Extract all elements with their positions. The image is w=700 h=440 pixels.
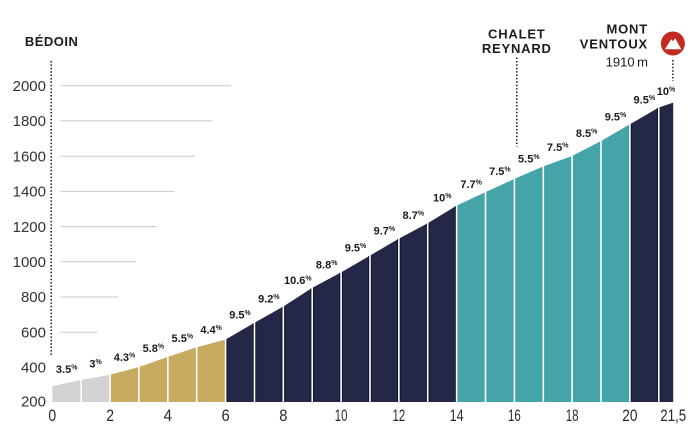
svg-text:1200: 1200 [13, 219, 46, 236]
svg-text:16: 16 [508, 406, 521, 425]
svg-text:21,5: 21,5 [660, 406, 686, 425]
svg-text:4: 4 [164, 406, 173, 425]
svg-text:8: 8 [279, 406, 287, 425]
svg-text:14: 14 [450, 406, 464, 425]
svg-text:10.6%: 10.6% [284, 275, 312, 287]
svg-text:200: 200 [21, 393, 46, 410]
svg-text:1800: 1800 [13, 113, 46, 130]
svg-text:800: 800 [21, 289, 46, 306]
svg-text:VENTOUX: VENTOUX [580, 36, 648, 51]
svg-text:1400: 1400 [13, 184, 46, 201]
svg-text:20: 20 [622, 406, 637, 425]
svg-text:600: 600 [21, 325, 46, 342]
svg-text:1000: 1000 [13, 254, 46, 271]
svg-text:0: 0 [48, 406, 56, 425]
svg-text:400: 400 [21, 360, 46, 377]
svg-text:BÉDOIN: BÉDOIN [25, 34, 79, 49]
svg-text:2000: 2000 [13, 78, 46, 95]
svg-text:REYNARD: REYNARD [482, 41, 552, 56]
svg-text:1600: 1600 [13, 148, 46, 165]
svg-text:12: 12 [393, 406, 406, 425]
svg-text:1910 m: 1910 m [606, 55, 648, 70]
svg-text:2: 2 [106, 406, 114, 425]
svg-text:10: 10 [335, 406, 348, 425]
svg-text:MONT: MONT [607, 22, 648, 37]
svg-text:18: 18 [566, 406, 579, 425]
svg-text:CHALET: CHALET [488, 27, 546, 42]
svg-text:6: 6 [222, 406, 230, 425]
